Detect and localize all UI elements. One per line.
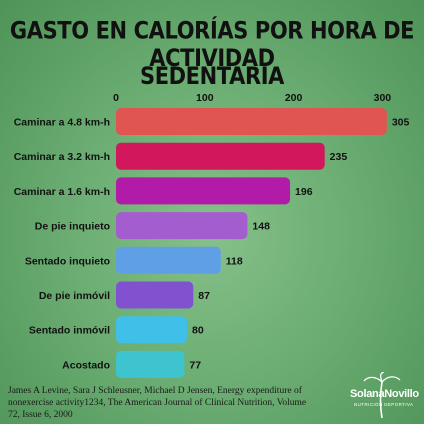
- category-label: Caminar a 3.2 km-h: [14, 151, 110, 163]
- category-label: De pie inmóvil: [39, 290, 110, 302]
- bar: [116, 246, 221, 274]
- bar: [116, 316, 188, 344]
- x-tick-label: 100: [196, 92, 214, 104]
- data-label: 196: [295, 186, 313, 198]
- palm-tree-icon: [363, 372, 401, 418]
- chart-title-line-1: GASTO EN CALORÍAS POR HORA DE ACTIVIDAD: [9, 16, 415, 72]
- logo-subtitle: NUTRICIÓN DEPORTIVA: [354, 402, 414, 407]
- category-label: De pie inquieto: [35, 221, 110, 233]
- data-label: 87: [198, 290, 210, 302]
- x-tick-label: 300: [374, 92, 392, 104]
- logo-name: SolanaNovillo: [350, 388, 419, 400]
- category-label: Caminar a 4.8 km-h: [14, 117, 110, 129]
- bar: [116, 212, 248, 240]
- chart-title-line-2: SEDENTARIA: [139, 62, 284, 90]
- data-label: 235: [330, 151, 348, 163]
- bar: [116, 108, 387, 135]
- category-label: Sentado inquieto: [25, 255, 110, 267]
- category-label: Caminar a 1.6 km-h: [14, 186, 110, 198]
- data-label: 118: [226, 255, 243, 267]
- data-label: 77: [189, 359, 201, 371]
- x-tick-label: 0: [113, 92, 119, 104]
- source-citation: James A Levine, Sara J Schleusner, Micha…: [8, 386, 307, 420]
- category-label: Sentado inmóvil: [29, 325, 110, 337]
- bar: [116, 350, 185, 378]
- brand-logo: SolanaNovillo NUTRICIÓN DEPORTIVA: [344, 372, 420, 418]
- data-label: 148: [252, 221, 270, 233]
- bar: [116, 142, 325, 170]
- x-tick-label: 200: [285, 92, 303, 104]
- bar: [116, 177, 291, 205]
- data-label: 305: [392, 117, 410, 129]
- data-label: 80: [192, 325, 204, 337]
- category-label: Acostado: [62, 359, 110, 371]
- bar: [116, 281, 194, 309]
